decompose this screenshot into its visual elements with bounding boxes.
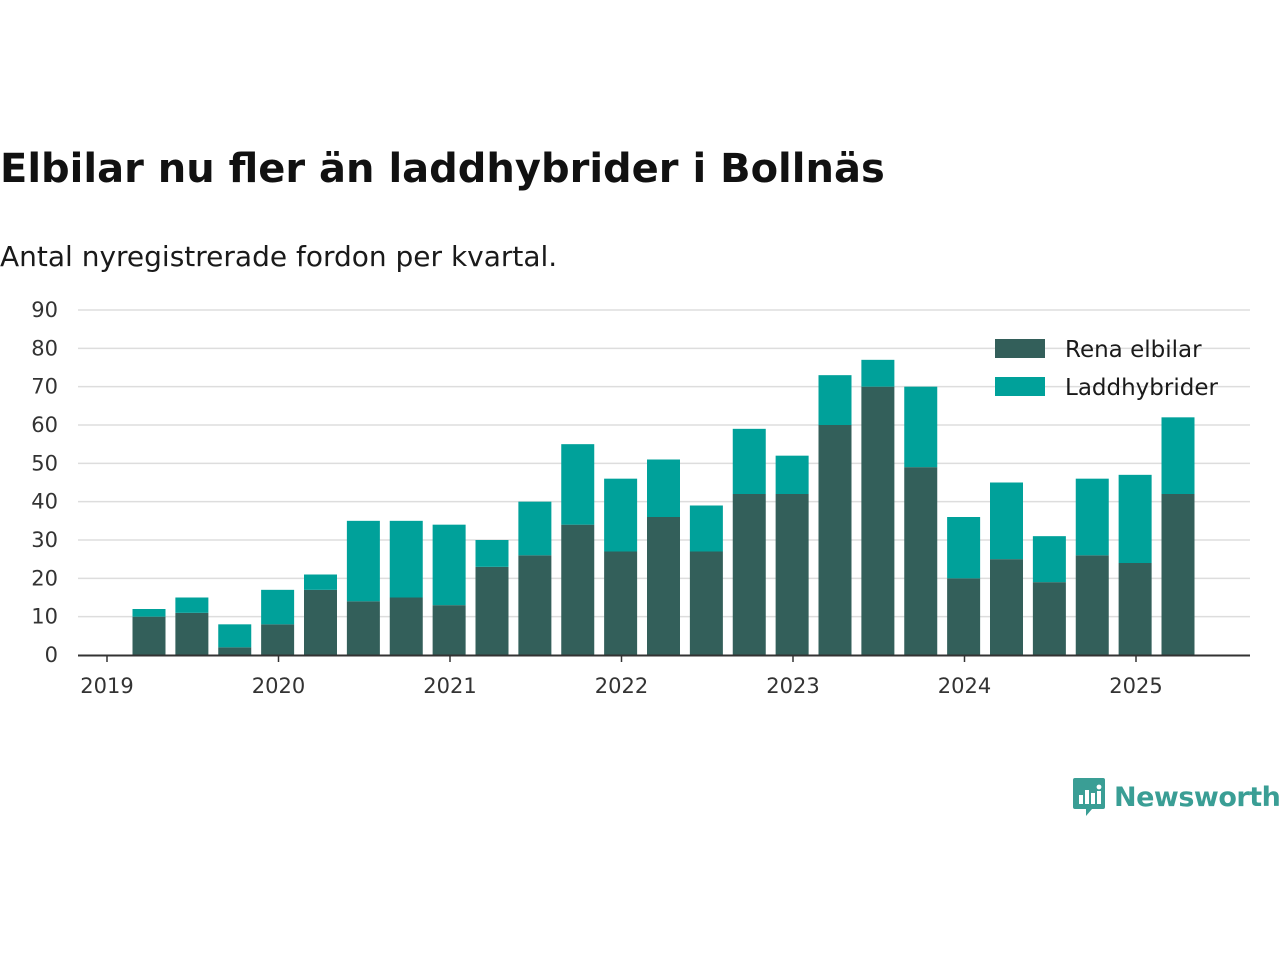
x-tick-label: 2022 xyxy=(595,674,648,698)
bar-rena-elbilar xyxy=(518,555,552,655)
bar-rena-elbilar xyxy=(732,494,766,655)
bar-rena-elbilar xyxy=(647,517,680,655)
x-tick-label: 2023 xyxy=(766,674,819,698)
bar-laddhybrider xyxy=(861,359,895,387)
bar-laddhybrider xyxy=(346,520,380,602)
bar-laddhybrider xyxy=(1075,478,1109,556)
bar-rena-elbilar xyxy=(947,578,981,655)
bar-rena-elbilar xyxy=(689,551,723,655)
legend-swatch-rena-elbilar xyxy=(995,339,1045,358)
bar-rena-elbilar xyxy=(132,616,166,655)
bar-laddhybrider xyxy=(775,455,809,494)
y-tick-label: 60 xyxy=(31,413,58,437)
bar-laddhybrider xyxy=(604,478,638,552)
bar-laddhybrider xyxy=(904,386,938,468)
bar-rena-elbilar xyxy=(1118,563,1152,655)
bar-laddhybrider xyxy=(304,574,337,590)
y-tick-label: 80 xyxy=(31,336,58,360)
y-tick-label: 50 xyxy=(31,451,58,475)
bar-rena-elbilar xyxy=(218,647,252,655)
bar-rena-elbilar xyxy=(304,589,337,655)
legend: Rena elbilar Laddhybrider xyxy=(995,337,1218,401)
bar-laddhybrider xyxy=(261,589,295,625)
y-tick-label: 20 xyxy=(31,566,58,590)
bar-rena-elbilar xyxy=(475,566,509,655)
bar-rena-elbilar xyxy=(818,425,852,655)
x-tick-label: 2024 xyxy=(938,674,991,698)
bar-rena-elbilar xyxy=(561,524,595,655)
y-tick-label: 10 xyxy=(31,605,58,629)
bar-laddhybrider xyxy=(1032,536,1066,583)
bar-laddhybrider xyxy=(561,444,595,525)
bar-laddhybrider xyxy=(218,624,252,648)
brand-name: Newsworthy xyxy=(1114,781,1280,813)
y-tick-label: 70 xyxy=(31,375,58,399)
bar-rena-elbilar xyxy=(175,612,209,655)
chart-svg: 0 10 20 30 40 50 60 70 80 90 2019 2020 2021 2022 2023 2… xyxy=(31,298,1250,698)
newsworthy-brand: Newsworthy xyxy=(1072,776,1280,818)
y-tick-label: 0 xyxy=(45,643,58,667)
x-tick-label: 2020 xyxy=(252,674,305,698)
bar-rena-elbilar xyxy=(1075,555,1109,655)
bars xyxy=(132,359,1195,655)
bar-rena-elbilar xyxy=(904,467,938,655)
bar-laddhybrider xyxy=(175,597,209,613)
bar-laddhybrider xyxy=(1118,474,1152,563)
bar-rena-elbilar xyxy=(1161,494,1195,655)
bar-rena-elbilar xyxy=(861,386,895,655)
bar-laddhybrider xyxy=(518,501,552,556)
bar-rena-elbilar xyxy=(1032,582,1066,655)
bar-laddhybrider xyxy=(818,375,852,425)
bar-rena-elbilar xyxy=(432,605,466,655)
bar-laddhybrider xyxy=(132,609,166,617)
bar-laddhybrider xyxy=(432,524,466,606)
bar-rena-elbilar xyxy=(389,597,423,655)
bar-laddhybrider xyxy=(389,520,423,598)
bar-laddhybrider xyxy=(647,459,680,517)
bar-rena-elbilar xyxy=(775,494,809,655)
chart-subtitle: Antal nyregistrerade fordon per kvartal. xyxy=(0,240,558,273)
bar-rena-elbilar xyxy=(346,601,380,655)
chart-title: Elbilar nu fler än laddhybrider i Bollnä… xyxy=(0,146,885,192)
bar-laddhybrider xyxy=(990,482,1023,560)
bar-rena-elbilar xyxy=(261,624,295,655)
y-tick-label: 40 xyxy=(31,490,58,514)
bar-laddhybrider xyxy=(947,517,981,579)
newsworthy-logo-icon xyxy=(1073,778,1105,816)
bar-laddhybrider xyxy=(1161,417,1195,494)
legend-swatch-laddhybrider xyxy=(995,377,1045,396)
x-tick-label: 2021 xyxy=(423,674,476,698)
x-tick-label: 2025 xyxy=(1109,674,1162,698)
legend-label-rena-elbilar: Rena elbilar xyxy=(1065,337,1202,363)
bar-rena-elbilar xyxy=(604,551,638,655)
legend-label-laddhybrider: Laddhybrider xyxy=(1065,375,1218,401)
y-tick-label: 90 xyxy=(31,298,58,322)
y-tick-label: 30 xyxy=(31,528,58,552)
x-tick-label: 2019 xyxy=(80,674,133,698)
bar-laddhybrider xyxy=(732,428,766,494)
bar-rena-elbilar xyxy=(990,559,1023,655)
bar-laddhybrider xyxy=(475,540,509,567)
bar-laddhybrider xyxy=(689,505,723,552)
axes: 0 10 20 30 40 50 60 70 80 90 2019 2020 2021 2022 2023 2… xyxy=(31,298,1250,698)
